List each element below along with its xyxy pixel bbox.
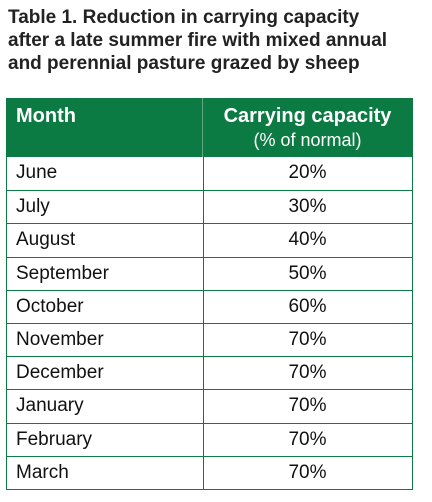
column-divider (203, 257, 204, 290)
carrying-capacity-table: Month Carrying capacity (% of normal) Ju… (6, 98, 413, 490)
column-divider (203, 456, 204, 489)
month-cell: February (16, 428, 93, 450)
month-cell: October (16, 295, 84, 317)
column-divider (203, 191, 204, 224)
table-row: June 20% (7, 157, 412, 191)
header-divider (202, 98, 203, 157)
capacity-cell: 70% (288, 395, 327, 417)
month-cell: January (16, 395, 84, 417)
table-row: September 50% (7, 256, 412, 290)
month-cell: December (16, 362, 104, 384)
header-month: Month (16, 105, 76, 127)
capacity-cell: 70% (288, 328, 327, 350)
table-row: November 70% (7, 322, 412, 357)
capacity-cell: 70% (288, 428, 327, 450)
month-cell: September (16, 262, 109, 284)
capacity-cell: 60% (288, 295, 327, 317)
month-cell: March (16, 461, 69, 483)
table-row: August 40% (7, 223, 412, 257)
table-header: Month Carrying capacity (% of normal) (6, 98, 413, 157)
table-row: October 60% (7, 289, 412, 323)
month-cell: August (16, 229, 76, 251)
column-divider (203, 157, 204, 191)
capacity-cell: 40% (288, 229, 327, 251)
month-cell: June (16, 162, 58, 183)
capacity-cell: 20% (288, 162, 327, 183)
table-row: February 70% (7, 422, 412, 456)
column-divider (203, 357, 204, 390)
table-row: December 70% (7, 356, 412, 390)
capacity-cell: 50% (288, 262, 327, 284)
table-row: March 70% (7, 455, 412, 489)
table-row: January 70% (7, 389, 412, 423)
header-capacity: Carrying capacity (% of normal) (202, 104, 413, 152)
column-divider (203, 390, 204, 423)
header-capacity-unit: (% of normal) (253, 130, 362, 150)
column-divider (203, 224, 204, 257)
month-cell: July (16, 196, 50, 218)
column-divider (203, 323, 204, 357)
header-capacity-label: Carrying capacity (223, 105, 392, 127)
capacity-cell: 70% (288, 461, 327, 483)
capacity-cell: 70% (288, 362, 327, 384)
caption-line-2: after a late summer fire with mixed annu… (8, 30, 388, 51)
column-divider (203, 423, 204, 456)
caption-line-3: and perennial pasture grazed by sheep (8, 53, 360, 74)
column-divider (203, 290, 204, 323)
caption-line-1: Table 1. Reduction in carrying capacity (8, 7, 360, 28)
capacity-cell: 30% (288, 196, 327, 218)
table-caption: Table 1. Reduction in carrying capacity … (8, 6, 424, 75)
table-row: July 30% (7, 190, 412, 224)
table-body: June 20% July 30% August 40% September 5… (6, 157, 413, 490)
month-cell: November (16, 328, 104, 350)
